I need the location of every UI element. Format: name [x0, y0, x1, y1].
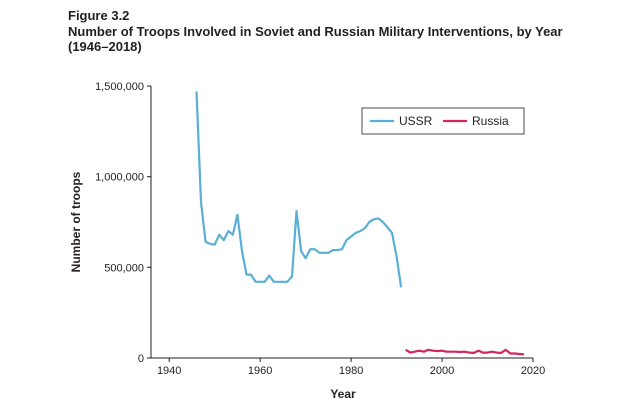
x-axis-label: Year: [330, 387, 356, 401]
x-tick-label: 1940: [157, 365, 181, 377]
x-tick-label: 1980: [339, 365, 363, 377]
x-tick-label: 1960: [248, 365, 272, 377]
series-line-ussr: [195, 91, 403, 288]
y-ticks: 0 500,000 1,000,000 1,500,000: [95, 81, 151, 365]
chart-axes: [150, 86, 533, 359]
y-axis-label: Number of troops: [69, 171, 83, 272]
y-tick-label: 1,000,000: [95, 172, 144, 184]
series-line-russia: [405, 348, 524, 356]
legend-label-russia: Russia: [472, 114, 509, 128]
y-tick-label: 500,000: [104, 262, 144, 274]
x-tick-label: 2020: [521, 365, 545, 377]
y-tick-label: 0: [138, 353, 144, 365]
y-tick-label: 1,500,000: [95, 81, 144, 93]
x-ticks: 1940 1960 1980 2000 2020: [157, 358, 545, 377]
series-lines: [195, 91, 524, 356]
legend-label-ussr: USSR: [399, 114, 433, 128]
figure-label: Figure 3.2: [68, 8, 130, 23]
chart-legend: USSR Russia: [361, 107, 525, 135]
x-tick-label: 2000: [430, 365, 454, 377]
figure-title: Number of Troops Involved in Soviet and …: [68, 24, 563, 54]
